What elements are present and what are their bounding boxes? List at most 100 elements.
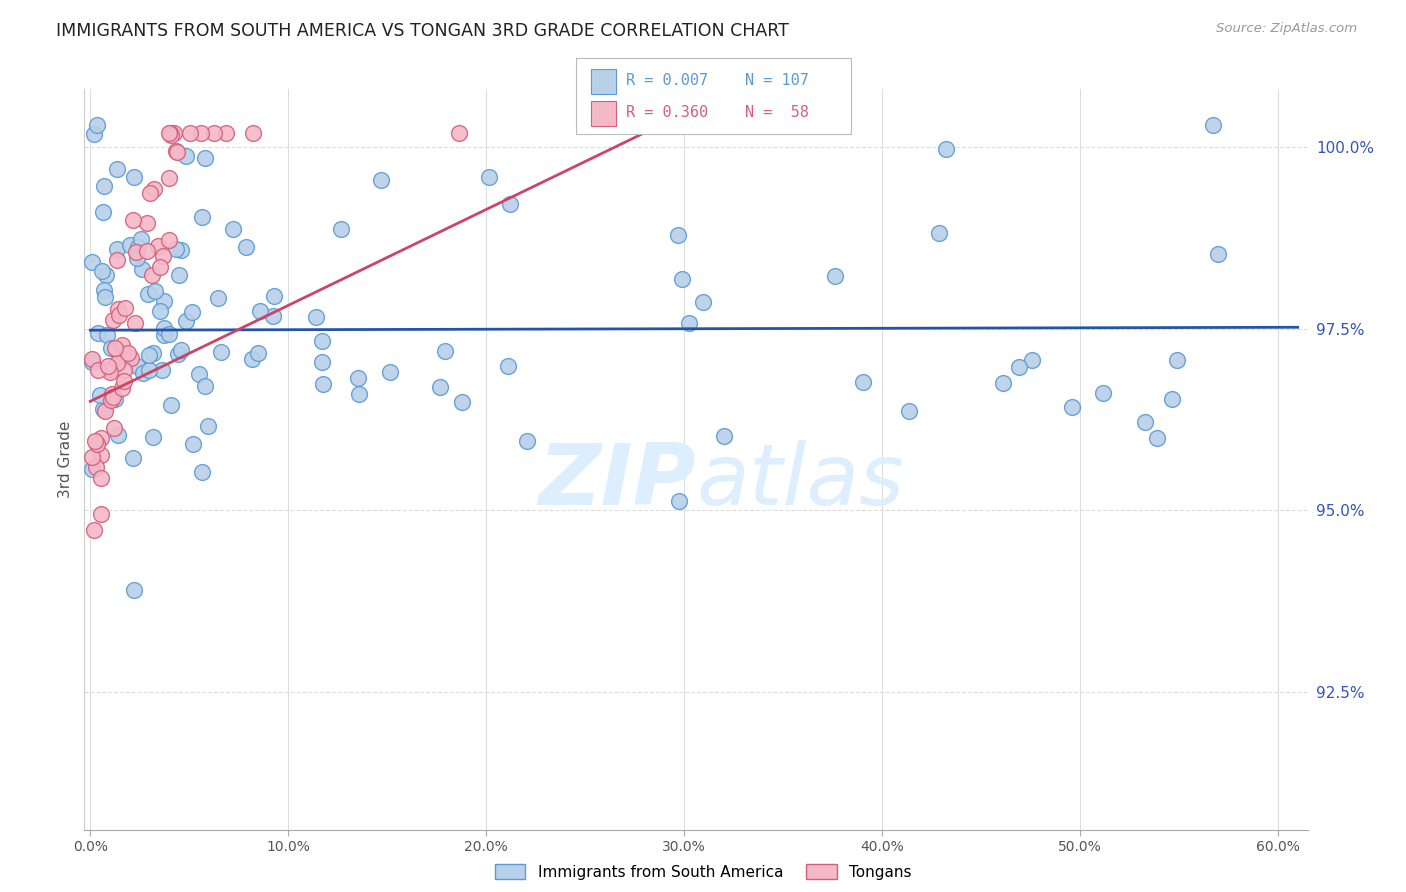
Point: [197, 419, 219, 434]
Point: [127, 240, 149, 254]
Point: [378, 365, 401, 379]
Point: [112, 348, 135, 362]
Point: [671, 272, 693, 286]
Point: [107, 308, 129, 322]
Point: [1208, 247, 1230, 261]
Point: [90, 431, 112, 445]
Point: [112, 351, 135, 366]
Legend: Immigrants from South America, Tongans: Immigrants from South America, Tongans: [491, 859, 915, 884]
Point: [209, 345, 232, 359]
Point: [84, 459, 107, 474]
Point: [692, 294, 714, 309]
Point: [141, 268, 163, 282]
Point: [122, 450, 145, 465]
Point: [98, 365, 121, 379]
Point: [165, 242, 187, 256]
Point: [94, 268, 117, 282]
Point: [101, 391, 124, 405]
Point: [993, 376, 1015, 390]
Point: [90, 264, 112, 278]
Point: [122, 213, 145, 227]
Point: [82, 352, 104, 367]
Point: [666, 228, 689, 243]
Point: [429, 380, 451, 394]
Point: [1160, 392, 1182, 406]
Point: [138, 287, 160, 301]
Point: [122, 583, 145, 598]
Point: [100, 393, 122, 408]
Point: [235, 240, 257, 254]
Text: R = 0.360: R = 0.360: [626, 105, 707, 120]
Point: [138, 363, 160, 377]
Point: [263, 289, 285, 303]
Point: [152, 293, 174, 308]
Point: [181, 437, 204, 451]
Text: N =  58: N = 58: [745, 105, 808, 120]
Text: N = 107: N = 107: [745, 73, 808, 88]
Point: [447, 126, 470, 140]
Point: [120, 238, 142, 252]
Point: [928, 227, 950, 241]
Point: [1146, 432, 1168, 446]
Point: [105, 355, 128, 369]
Point: [90, 448, 112, 462]
Point: [824, 268, 846, 283]
Point: [94, 404, 117, 418]
Point: [1091, 385, 1114, 400]
Point: [105, 242, 128, 256]
Point: [82, 354, 104, 368]
Point: [84, 434, 107, 448]
Point: [157, 126, 180, 140]
Point: [96, 328, 118, 343]
Point: [111, 338, 134, 352]
Point: [114, 301, 136, 316]
Point: [132, 366, 155, 380]
Point: [142, 182, 165, 196]
Point: [127, 359, 149, 373]
Point: [105, 162, 128, 177]
Point: [142, 430, 165, 444]
Point: [105, 343, 128, 358]
Point: [112, 374, 135, 388]
Point: [120, 351, 142, 366]
Point: [83, 524, 105, 538]
Point: [150, 363, 173, 377]
Point: [89, 388, 111, 402]
Text: Source: ZipAtlas.com: Source: ZipAtlas.com: [1216, 22, 1357, 36]
Point: [124, 317, 146, 331]
Point: [152, 249, 174, 263]
Point: [246, 346, 269, 360]
Point: [191, 211, 214, 225]
Point: [194, 151, 217, 165]
Point: [101, 313, 124, 327]
Point: [157, 327, 180, 342]
Point: [112, 363, 135, 377]
Point: [98, 362, 121, 376]
Point: [249, 304, 271, 318]
Point: [103, 421, 125, 435]
Point: [90, 507, 112, 521]
Point: [262, 310, 284, 324]
Text: atlas: atlas: [696, 440, 904, 523]
Point: [1021, 352, 1043, 367]
Point: [478, 169, 501, 184]
Y-axis label: 3rd Grade: 3rd Grade: [58, 421, 73, 498]
Text: R = 0.007: R = 0.007: [626, 73, 707, 88]
Point: [1166, 353, 1188, 368]
Point: [174, 149, 197, 163]
Point: [82, 254, 104, 268]
Point: [222, 222, 245, 236]
Point: [159, 126, 181, 140]
Point: [149, 303, 172, 318]
Point: [111, 380, 134, 394]
Point: [87, 326, 110, 340]
Point: [207, 292, 229, 306]
Point: [304, 310, 326, 325]
Point: [1060, 400, 1083, 414]
Point: [86, 363, 108, 377]
Point: [82, 462, 104, 476]
Point: [713, 429, 735, 443]
Point: [93, 283, 115, 297]
Point: [242, 352, 264, 367]
Point: [83, 128, 105, 142]
